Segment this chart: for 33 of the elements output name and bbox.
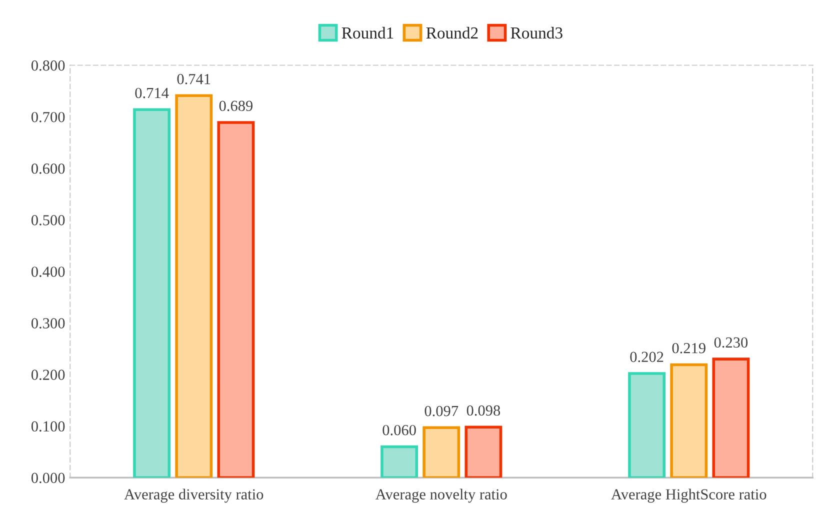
data-label: 0.202 (630, 352, 664, 362)
y-tick-label: 0.800 (31, 60, 65, 71)
data-label: 0.714 (135, 88, 169, 98)
data-label: 0.230 (714, 337, 748, 348)
y-tick-label: 0.500 (31, 215, 65, 226)
x-tick-label: Average HightScore ratio (611, 488, 766, 503)
y-tick-label: 0.300 (31, 318, 65, 329)
y-tick-label: 0.100 (31, 421, 65, 432)
bar (175, 94, 213, 478)
data-label: 0.097 (424, 406, 458, 416)
y-tick-label: 0.600 (31, 163, 65, 174)
bar (380, 445, 418, 478)
y-tick-label: 0.000 (31, 472, 65, 484)
bar (422, 426, 460, 478)
bar (133, 108, 171, 478)
data-label: 0.741 (177, 74, 210, 84)
bar (712, 358, 750, 478)
bar (217, 121, 255, 478)
x-tick-label: Average diversity ratio (124, 488, 264, 503)
y-tick-label: 0.700 (31, 112, 65, 122)
data-label: 0.060 (382, 424, 416, 436)
data-label: 0.689 (219, 100, 253, 112)
data-label: 0.219 (672, 342, 706, 354)
y-tick-label: 0.200 (31, 370, 65, 380)
legend-label: Round2 (426, 26, 478, 39)
legend-label: Round3 (510, 26, 562, 39)
data-label: 0.098 (466, 405, 500, 416)
y-tick-label: 0.400 (31, 266, 65, 277)
bar (670, 363, 708, 478)
x-tick-label: Average novelty ratio (375, 488, 507, 503)
bar (464, 426, 502, 478)
bar (628, 372, 666, 478)
legend-label: Round1 (342, 26, 394, 39)
